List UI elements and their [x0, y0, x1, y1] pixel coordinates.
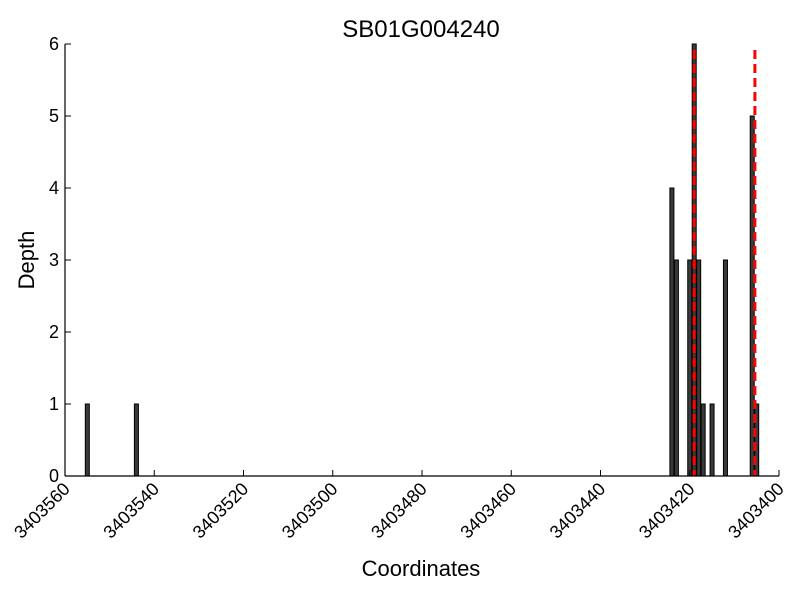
bar-3403420: [687, 259, 693, 477]
chart-title: SB01G004240: [342, 16, 499, 43]
x-tick-label: 3403440: [546, 479, 610, 543]
x-axis-label: Coordinates: [362, 556, 481, 581]
y-tick-label: 4: [49, 178, 59, 198]
y-tick-label: 2: [49, 322, 59, 342]
bar-3403544: [133, 403, 139, 477]
x-tick-label: 3403460: [456, 479, 520, 543]
y-tick-label: 1: [49, 394, 59, 414]
y-axis-label: Depth: [14, 231, 39, 290]
y-tick-label: 6: [49, 34, 59, 54]
x-tick-label: 3403520: [189, 479, 253, 543]
bar-3403412: [722, 259, 728, 477]
bars-layer: [84, 43, 760, 477]
reference-lines-layer: [692, 50, 757, 476]
bar-3403423: [673, 259, 679, 477]
y-tick-label: 3: [49, 250, 59, 270]
bar-3403415: [709, 403, 715, 477]
y-ticks-layer: 0 1 2 3 4 5 6: [49, 34, 71, 486]
bar-3403555: [84, 403, 90, 477]
y-tick-label: 5: [49, 106, 59, 126]
x-tick-label: 3403400: [724, 479, 788, 543]
x-tick-label: 3403560: [10, 479, 74, 543]
bar-3403417: [700, 403, 706, 477]
x-tick-label: 3403540: [99, 479, 163, 543]
x-tick-label: 3403420: [635, 479, 699, 543]
bar-3403418: [696, 259, 702, 477]
x-ticks-layer: 3403560 3403540 3403520 3403500 3403480 34034…: [10, 470, 788, 542]
bar-3403424: [669, 187, 675, 477]
y-tick-label: 0: [49, 466, 59, 486]
x-tick-label: 3403500: [278, 479, 342, 543]
x-tick-label: 3403480: [367, 479, 431, 543]
